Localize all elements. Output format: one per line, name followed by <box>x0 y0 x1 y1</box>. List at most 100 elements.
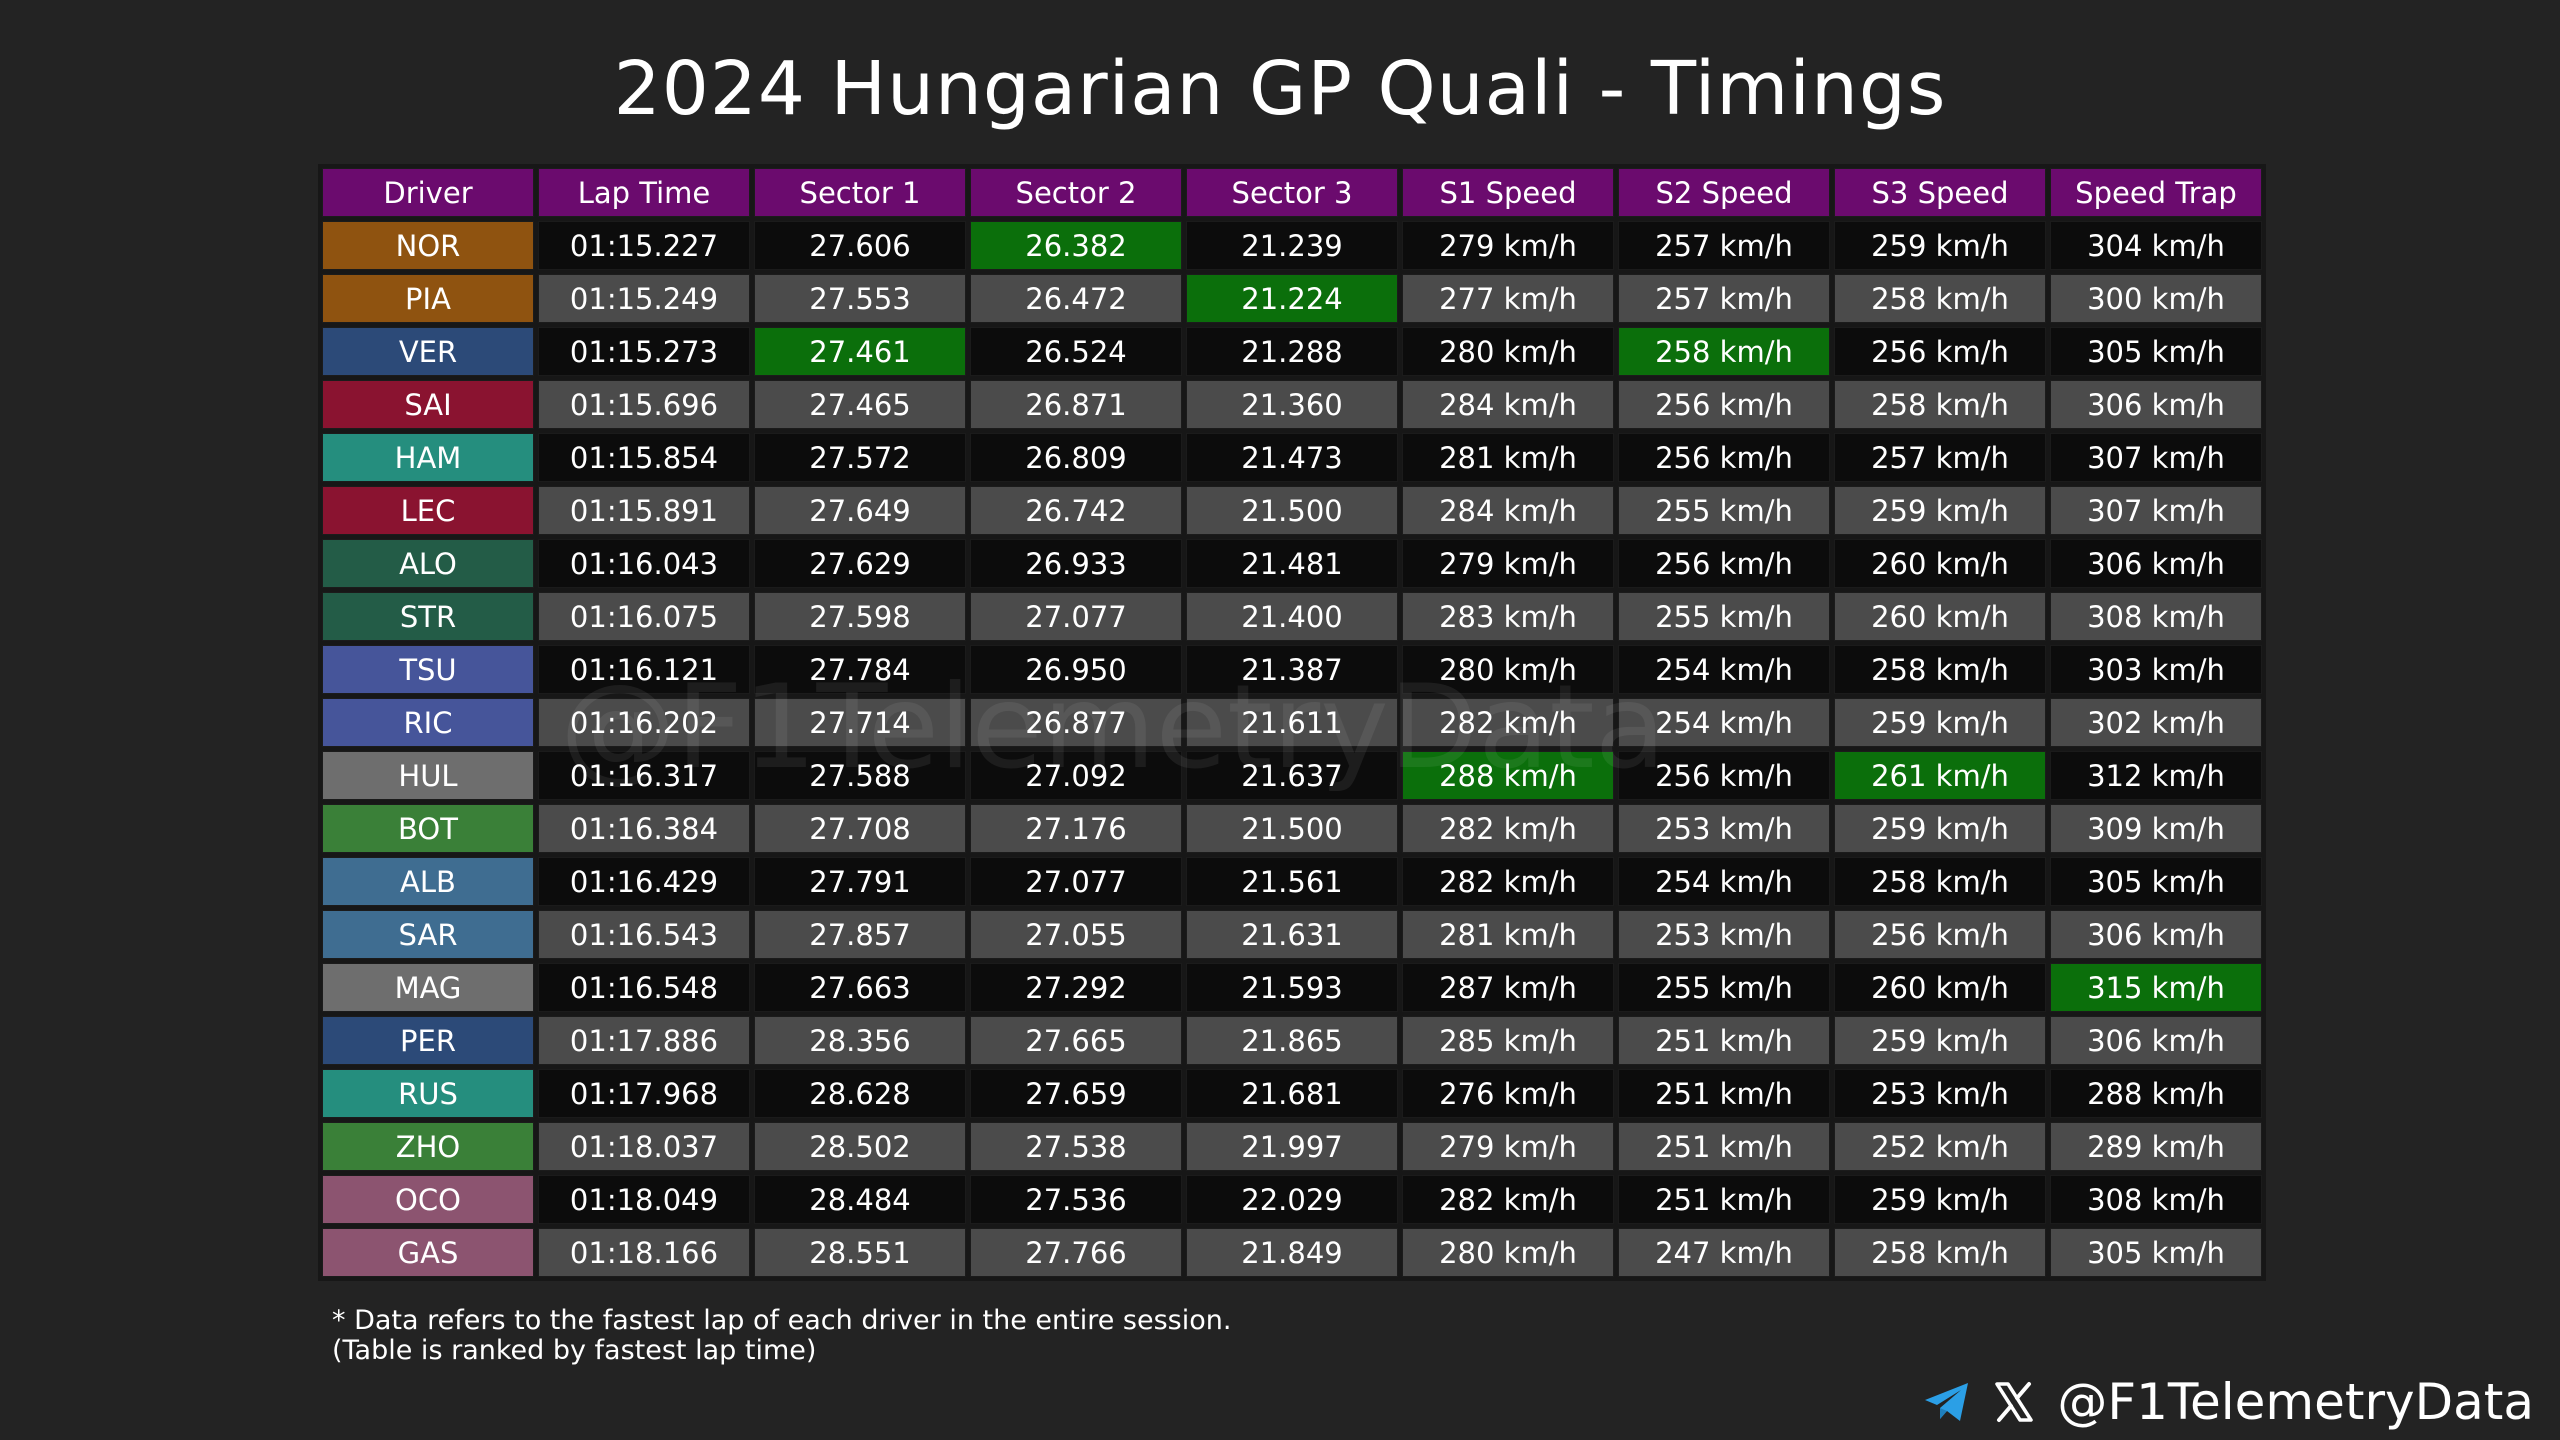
table-body: NOR 01:15.227 27.606 26.382 21.239 279 km/h 25… <box>322 221 2262 1277</box>
table-cell: 259 km/h <box>1834 486 2046 535</box>
table-cell: 28.356 <box>754 1016 966 1065</box>
fastest-cell: 27.461 <box>754 327 966 376</box>
table-row: PIA 01:15.249 27.553 26.472 21.224 277 km/h 25… <box>322 274 2262 323</box>
table-cell: 251 km/h <box>1618 1016 1830 1065</box>
table-cell: 27.649 <box>754 486 966 535</box>
table-cell: 01:17.886 <box>538 1016 750 1065</box>
table-cell: 01:16.384 <box>538 804 750 853</box>
table-cell: 01:18.166 <box>538 1228 750 1277</box>
table-cell: 01:15.273 <box>538 327 750 376</box>
table-cell: 255 km/h <box>1618 486 1830 535</box>
table-cell: 21.387 <box>1186 645 1398 694</box>
credit: @F1TelemetryData <box>1923 1372 2534 1432</box>
table-cell: 281 km/h <box>1402 910 1614 959</box>
driver-cell: ALB <box>322 857 534 906</box>
table-cell: 305 km/h <box>2050 1228 2262 1277</box>
table-cell: 27.659 <box>970 1069 1182 1118</box>
driver-cell: BOT <box>322 804 534 853</box>
table-cell: 284 km/h <box>1402 380 1614 429</box>
driver-cell: SAI <box>322 380 534 429</box>
table-cell: 280 km/h <box>1402 645 1614 694</box>
table-cell: 258 km/h <box>1834 857 2046 906</box>
table-row: SAI 01:15.696 27.465 26.871 21.360 284 km/h 25… <box>322 380 2262 429</box>
driver-cell: GAS <box>322 1228 534 1277</box>
column-header: S1 Speed <box>1402 168 1614 217</box>
table-cell: 27.572 <box>754 433 966 482</box>
table-cell: 01:16.043 <box>538 539 750 588</box>
table-cell: 257 km/h <box>1618 274 1830 323</box>
table-row: MAG 01:16.548 27.663 27.292 21.593 287 km/h 25… <box>322 963 2262 1012</box>
table-cell: 254 km/h <box>1618 698 1830 747</box>
table-cell: 27.791 <box>754 857 966 906</box>
driver-cell: MAG <box>322 963 534 1012</box>
table-cell: 27.784 <box>754 645 966 694</box>
table-cell: 27.588 <box>754 751 966 800</box>
table-cell: 256 km/h <box>1618 433 1830 482</box>
table-cell: 27.629 <box>754 539 966 588</box>
table-row: ZHO 01:18.037 28.502 27.538 21.997 279 km/h 25… <box>322 1122 2262 1171</box>
table-cell: 306 km/h <box>2050 539 2262 588</box>
fastest-cell: 261 km/h <box>1834 751 2046 800</box>
driver-cell: VER <box>322 327 534 376</box>
column-header: Lap Time <box>538 168 750 217</box>
table-cell: 256 km/h <box>1618 380 1830 429</box>
table-cell: 26.933 <box>970 539 1182 588</box>
table-cell: 21.239 <box>1186 221 1398 270</box>
table-cell: 282 km/h <box>1402 698 1614 747</box>
table-cell: 21.593 <box>1186 963 1398 1012</box>
table-cell: 21.865 <box>1186 1016 1398 1065</box>
table-cell: 21.631 <box>1186 910 1398 959</box>
table-row: BOT 01:16.384 27.708 27.176 21.500 282 km/h 25… <box>322 804 2262 853</box>
table-cell: 27.766 <box>970 1228 1182 1277</box>
table-row: STR 01:16.075 27.598 27.077 21.400 283 km/h 25… <box>322 592 2262 641</box>
table-cell: 306 km/h <box>2050 910 2262 959</box>
table-cell: 300 km/h <box>2050 274 2262 323</box>
table-cell: 256 km/h <box>1618 539 1830 588</box>
table-cell: 253 km/h <box>1834 1069 2046 1118</box>
table-cell: 247 km/h <box>1618 1228 1830 1277</box>
table-cell: 01:16.548 <box>538 963 750 1012</box>
table-cell: 26.871 <box>970 380 1182 429</box>
table-row: HUL 01:16.317 27.588 27.092 21.637 288 km/h 25… <box>322 751 2262 800</box>
table-cell: 309 km/h <box>2050 804 2262 853</box>
table-cell: 21.637 <box>1186 751 1398 800</box>
table-cell: 27.714 <box>754 698 966 747</box>
table-cell: 259 km/h <box>1834 698 2046 747</box>
table-cell: 27.857 <box>754 910 966 959</box>
table-cell: 282 km/h <box>1402 804 1614 853</box>
table-cell: 21.400 <box>1186 592 1398 641</box>
table-cell: 21.360 <box>1186 380 1398 429</box>
table-cell: 255 km/h <box>1618 592 1830 641</box>
table-cell: 21.481 <box>1186 539 1398 588</box>
table-cell: 304 km/h <box>2050 221 2262 270</box>
table-row: SAR 01:16.543 27.857 27.055 21.631 281 km/h 25… <box>322 910 2262 959</box>
table-cell: 01:16.121 <box>538 645 750 694</box>
column-header: Driver <box>322 168 534 217</box>
table-cell: 21.500 <box>1186 804 1398 853</box>
table-cell: 27.663 <box>754 963 966 1012</box>
table-cell: 251 km/h <box>1618 1175 1830 1224</box>
table-cell: 21.997 <box>1186 1122 1398 1171</box>
table-cell: 27.055 <box>970 910 1182 959</box>
fastest-cell: 258 km/h <box>1618 327 1830 376</box>
table-cell: 281 km/h <box>1402 433 1614 482</box>
fastest-cell: 21.224 <box>1186 274 1398 323</box>
column-header: Speed Trap <box>2050 168 2262 217</box>
table-cell: 27.708 <box>754 804 966 853</box>
table-cell: 257 km/h <box>1834 433 2046 482</box>
table-cell: 288 km/h <box>2050 1069 2262 1118</box>
column-header: Sector 1 <box>754 168 966 217</box>
table-cell: 259 km/h <box>1834 804 2046 853</box>
table-cell: 259 km/h <box>1834 1016 2046 1065</box>
table-cell: 21.849 <box>1186 1228 1398 1277</box>
table-cell: 306 km/h <box>2050 380 2262 429</box>
table-cell: 27.538 <box>970 1122 1182 1171</box>
table-row: VER 01:15.273 27.461 26.524 21.288 280 km/h 25… <box>322 327 2262 376</box>
table-cell: 27.465 <box>754 380 966 429</box>
footnote: * Data refers to the fastest lap of each… <box>332 1306 1231 1366</box>
table-cell: 28.551 <box>754 1228 966 1277</box>
table-cell: 260 km/h <box>1834 539 2046 588</box>
table-row: HAM 01:15.854 27.572 26.809 21.473 281 km/h 25… <box>322 433 2262 482</box>
table-cell: 21.288 <box>1186 327 1398 376</box>
table-cell: 252 km/h <box>1834 1122 2046 1171</box>
